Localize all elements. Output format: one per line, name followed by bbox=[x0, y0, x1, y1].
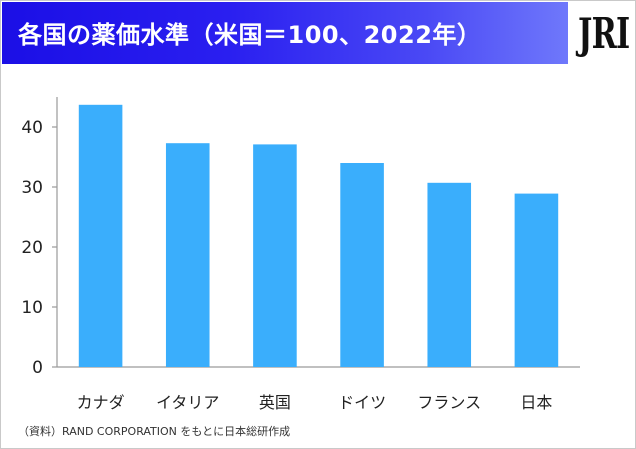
bar-5 bbox=[427, 182, 472, 367]
source-note: （資料）RAND CORPORATION をもとに日本総研作成 bbox=[18, 425, 291, 438]
bar-3 bbox=[253, 144, 297, 367]
category-label: ドイツ bbox=[338, 393, 386, 412]
y-tick-label: 40 bbox=[21, 118, 43, 138]
category-label: フランス bbox=[417, 393, 481, 412]
y-tick-label: 0 bbox=[32, 358, 43, 378]
y-tick-label: 20 bbox=[21, 238, 43, 258]
category-label: カナダ bbox=[77, 393, 125, 412]
bar-2 bbox=[165, 143, 210, 367]
category-label: イタリア bbox=[156, 393, 219, 412]
bar-1 bbox=[78, 104, 123, 368]
title-banner: 各国の薬価水準（米国＝100、2022年） bbox=[2, 2, 568, 64]
y-tick-label: 30 bbox=[21, 178, 43, 198]
chart-title: 各国の薬価水準（米国＝100、2022年） bbox=[18, 21, 482, 49]
category-label: 英国 bbox=[259, 393, 291, 412]
y-tick-label: 10 bbox=[21, 298, 43, 318]
chart-axes bbox=[56, 97, 580, 368]
bar-6 bbox=[514, 193, 559, 367]
category-labels: カナダ イタリア 英国 ドイツ フランス 日本 bbox=[77, 393, 553, 412]
bars bbox=[78, 104, 559, 368]
bar-4 bbox=[340, 163, 384, 367]
category-label: 日本 bbox=[520, 393, 552, 412]
y-tick-labels: 0 10 20 30 40 bbox=[21, 118, 57, 378]
